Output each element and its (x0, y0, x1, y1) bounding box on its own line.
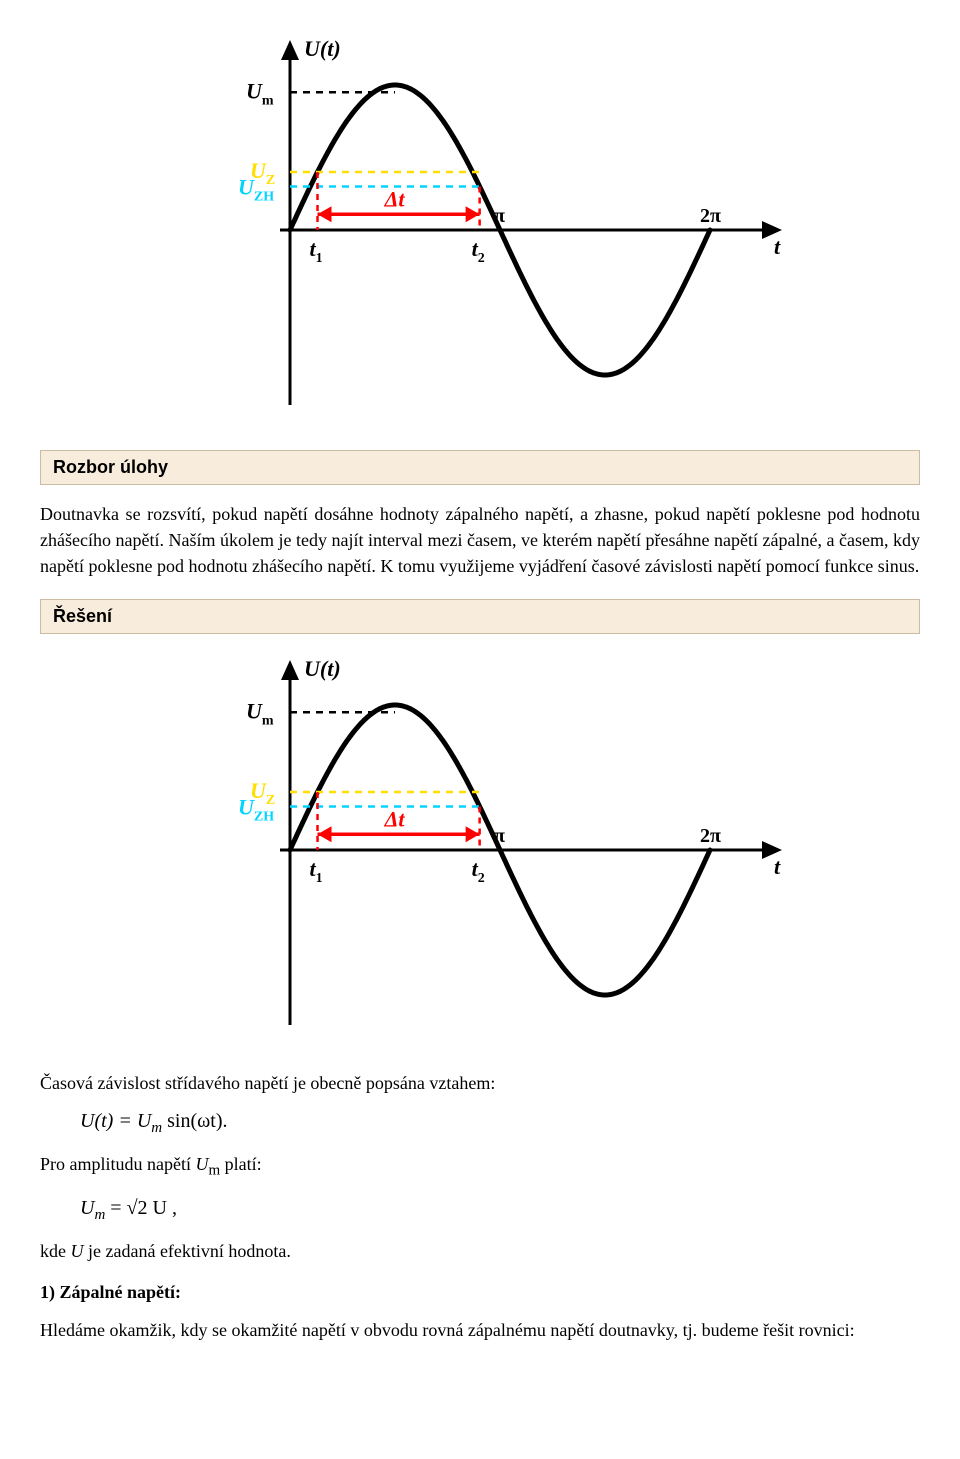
svg-text:Δt: Δt (384, 186, 406, 211)
chart-figure-bottom: U(t)tUmUZUZHΔtt1t2π2π (40, 650, 920, 1050)
formula-Um: Um = √2 U , (80, 1197, 920, 1224)
paragraph-kde: kde U je zadaná efektivní hodnota. (40, 1238, 920, 1264)
svg-text:π: π (494, 205, 505, 227)
svg-text:Δt: Δt (384, 807, 406, 832)
svg-text:t2: t2 (472, 236, 485, 266)
svg-text:t: t (774, 234, 781, 259)
svg-text:t2: t2 (472, 856, 485, 886)
formula-Ut: U(t) = Um sin(ωt). (80, 1110, 920, 1137)
svg-text:Um: Um (246, 699, 274, 729)
section-header-reseni: Řešení (40, 599, 920, 634)
paragraph-casova: Časová závislost střídavého napětí je ob… (40, 1070, 920, 1096)
paragraph-amplituda: Pro amplitudu napětí Um platí: (40, 1151, 920, 1182)
sine-chart-svg: U(t)tUmUZUZHΔtt1t2π2π (160, 30, 800, 430)
svg-text:2π: 2π (700, 825, 721, 847)
svg-text:Um: Um (246, 78, 274, 108)
sine-chart-svg-2: U(t)tUmUZUZHΔtt1t2π2π (160, 650, 800, 1050)
chart-figure-top: U(t)tUmUZUZHΔtt1t2π2π (40, 30, 920, 430)
svg-text:2π: 2π (700, 205, 721, 227)
subheading-zapalne: 1) Zápalné napětí: (40, 1282, 920, 1303)
svg-text:U(t): U(t) (304, 656, 341, 681)
svg-text:t: t (774, 854, 781, 879)
svg-text:π: π (494, 825, 505, 847)
svg-text:t1: t1 (310, 856, 323, 886)
svg-text:U(t): U(t) (304, 36, 341, 61)
paragraph-hledame: Hledáme okamžik, kdy se okamžité napětí … (40, 1317, 920, 1343)
section-header-rozbor: Rozbor úlohy (40, 450, 920, 485)
paragraph-rozbor: Doutnavka se rozsvítí, pokud napětí dosá… (40, 501, 920, 579)
svg-text:t1: t1 (310, 236, 323, 266)
